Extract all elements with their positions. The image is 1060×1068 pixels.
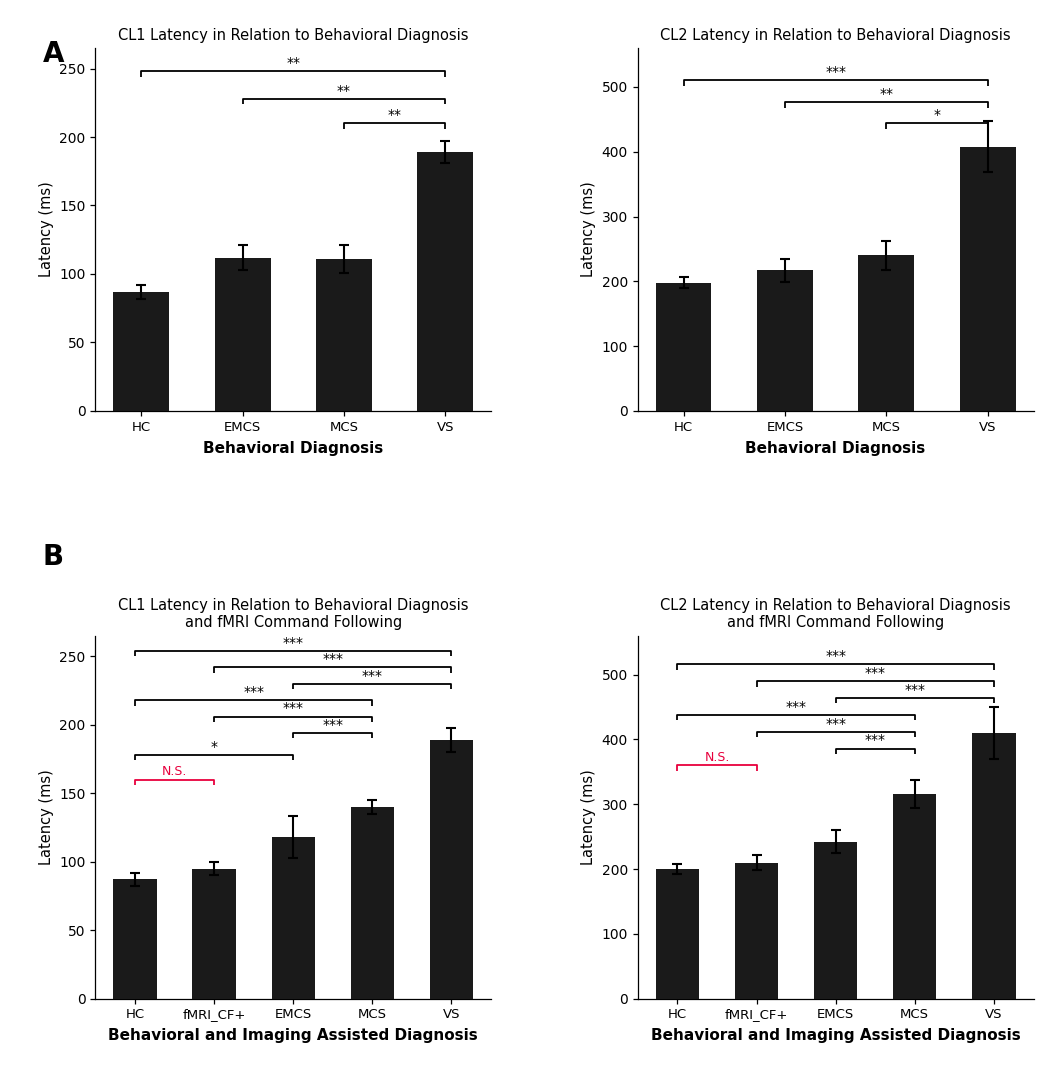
Text: **: **	[337, 83, 351, 97]
Bar	[215, 257, 270, 411]
Text: ***: ***	[904, 682, 925, 697]
Bar	[656, 869, 700, 999]
Bar	[418, 152, 473, 411]
Bar	[859, 255, 914, 411]
Text: ***: ***	[825, 65, 846, 79]
Y-axis label: Latency (ms): Latency (ms)	[39, 769, 54, 865]
Text: **: **	[880, 88, 894, 101]
Bar	[193, 868, 236, 999]
X-axis label: Behavioral Diagnosis: Behavioral Diagnosis	[745, 440, 925, 456]
Text: B: B	[42, 543, 64, 570]
Text: ***: ***	[865, 734, 886, 748]
Title: CL1 Latency in Relation to Behavioral Diagnosis: CL1 Latency in Relation to Behavioral Di…	[118, 28, 469, 43]
Title: CL1 Latency in Relation to Behavioral Diagnosis
and fMRI Command Following: CL1 Latency in Relation to Behavioral Di…	[118, 598, 469, 630]
Text: ***: ***	[785, 700, 807, 713]
Y-axis label: Latency (ms): Latency (ms)	[581, 182, 596, 278]
Bar	[814, 842, 858, 999]
Bar	[959, 146, 1015, 411]
Text: N.S.: N.S.	[162, 766, 188, 779]
Text: ***: ***	[283, 702, 304, 716]
Text: *: *	[934, 108, 940, 122]
Bar	[735, 863, 778, 999]
X-axis label: Behavioral Diagnosis: Behavioral Diagnosis	[204, 440, 384, 456]
Text: ***: ***	[361, 669, 383, 682]
Bar	[656, 283, 711, 411]
Text: ***: ***	[825, 649, 846, 663]
Bar	[893, 794, 936, 999]
Bar	[429, 740, 473, 999]
Y-axis label: Latency (ms): Latency (ms)	[39, 182, 54, 278]
X-axis label: Behavioral and Imaging Assisted Diagnosis: Behavioral and Imaging Assisted Diagnosi…	[651, 1028, 1021, 1043]
Text: ***: ***	[865, 666, 886, 680]
X-axis label: Behavioral and Imaging Assisted Diagnosis: Behavioral and Imaging Assisted Diagnosi…	[108, 1028, 478, 1043]
Title: CL2 Latency in Relation to Behavioral Diagnosis
and fMRI Command Following: CL2 Latency in Relation to Behavioral Di…	[660, 598, 1011, 630]
Bar	[757, 270, 813, 411]
Title: CL2 Latency in Relation to Behavioral Diagnosis: CL2 Latency in Relation to Behavioral Di…	[660, 28, 1011, 43]
Bar	[972, 733, 1015, 999]
Text: **: **	[388, 108, 402, 122]
Text: A: A	[42, 40, 64, 67]
Text: ***: ***	[283, 635, 304, 649]
Text: **: **	[286, 57, 300, 70]
Bar	[316, 258, 372, 411]
Text: N.S.: N.S.	[704, 751, 729, 765]
Bar	[113, 292, 170, 411]
Text: *: *	[211, 740, 217, 754]
Bar	[351, 807, 394, 999]
Text: ***: ***	[825, 717, 846, 731]
Text: ***: ***	[322, 653, 343, 666]
Y-axis label: Latency (ms): Latency (ms)	[581, 769, 596, 865]
Text: ***: ***	[243, 685, 264, 700]
Text: ***: ***	[322, 718, 343, 732]
Bar	[271, 837, 315, 999]
Bar	[113, 879, 157, 999]
